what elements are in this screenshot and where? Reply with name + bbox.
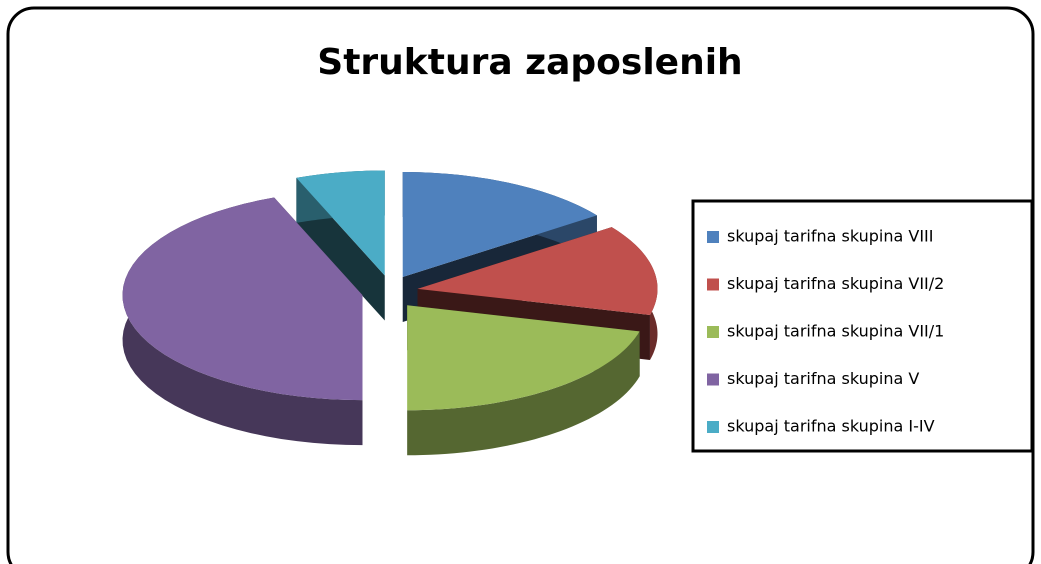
legend-label: skupaj tarifna skupina I-IV <box>727 417 935 436</box>
chart-title: Struktura zaposlenih <box>317 42 742 83</box>
slice-side <box>407 331 640 456</box>
legend-label: skupaj tarifna skupina VII/2 <box>727 274 944 293</box>
legend-swatch <box>707 421 719 433</box>
slice <box>402 172 597 278</box>
legend-label: skupaj tarifna skupina VIII <box>727 227 934 246</box>
legend-swatch <box>707 278 719 291</box>
legend-label: skupaj tarifna skupina VII/1 <box>727 322 944 341</box>
slice <box>122 197 363 401</box>
legend-box <box>691 199 1034 453</box>
legend-label: skupaj tarifna skupina V <box>727 369 919 388</box>
slice <box>417 227 658 315</box>
slice <box>296 170 385 276</box>
legend-swatch <box>707 373 719 386</box>
slice <box>407 305 640 411</box>
legend-swatch <box>707 326 719 338</box>
legend-swatch <box>707 231 719 243</box>
